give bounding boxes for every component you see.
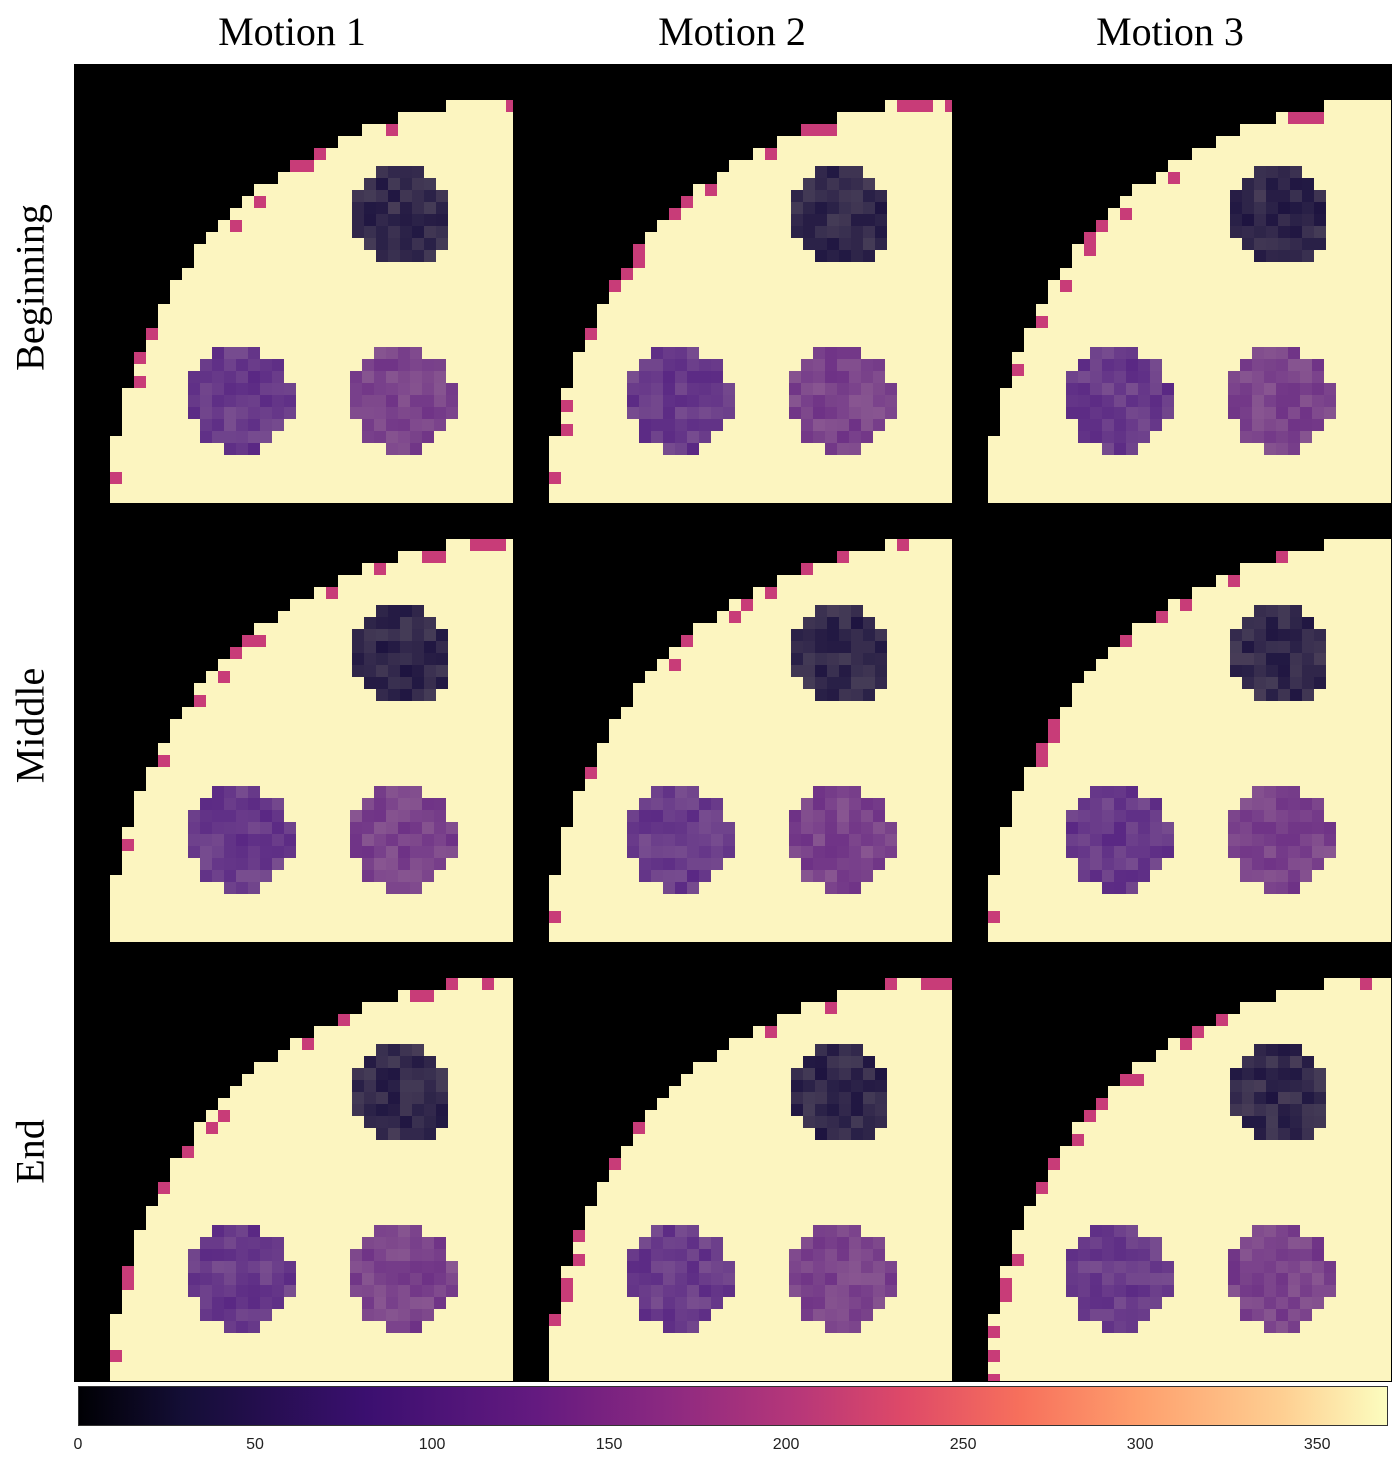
column-label-motion-2: Motion 2 xyxy=(512,8,952,55)
colorbar-tick-label: 350 xyxy=(1304,1436,1331,1454)
colorbar-tick-label: 300 xyxy=(1127,1436,1154,1454)
row-label-end: End xyxy=(7,932,54,1372)
image-panel xyxy=(74,64,513,503)
phantom-slice xyxy=(74,64,513,503)
colorbar-tick-label: 250 xyxy=(950,1436,977,1454)
phantom-slice xyxy=(513,942,952,1381)
image-panel xyxy=(952,503,1391,942)
phantom-slice xyxy=(74,942,513,1381)
phantom-slice xyxy=(952,503,1391,942)
phantom-slice xyxy=(952,942,1391,1381)
colorbar xyxy=(78,1386,1388,1426)
image-panel xyxy=(952,64,1391,503)
image-panel xyxy=(74,942,513,1381)
image-grid xyxy=(74,64,1392,1382)
phantom-slice xyxy=(952,64,1391,503)
row-label-middle: Middle xyxy=(7,506,54,946)
colorbar-tick-label: 0 xyxy=(74,1436,83,1454)
image-panel xyxy=(513,64,952,503)
colorbar-tick-label: 150 xyxy=(596,1436,623,1454)
colorbar-tick-label: 50 xyxy=(246,1436,264,1454)
image-panel xyxy=(952,942,1391,1381)
phantom-slice xyxy=(74,503,513,942)
colorbar-tick-label: 100 xyxy=(419,1436,446,1454)
image-panel xyxy=(513,503,952,942)
phantom-slice xyxy=(513,503,952,942)
phantom-slice xyxy=(513,64,952,503)
image-panel xyxy=(513,942,952,1381)
colorbar-tick-label: 200 xyxy=(773,1436,800,1454)
image-panel xyxy=(74,503,513,942)
column-label-motion-1: Motion 1 xyxy=(72,8,512,55)
column-label-motion-3: Motion 3 xyxy=(950,8,1390,55)
row-label-beginning: Beginning xyxy=(7,68,54,508)
